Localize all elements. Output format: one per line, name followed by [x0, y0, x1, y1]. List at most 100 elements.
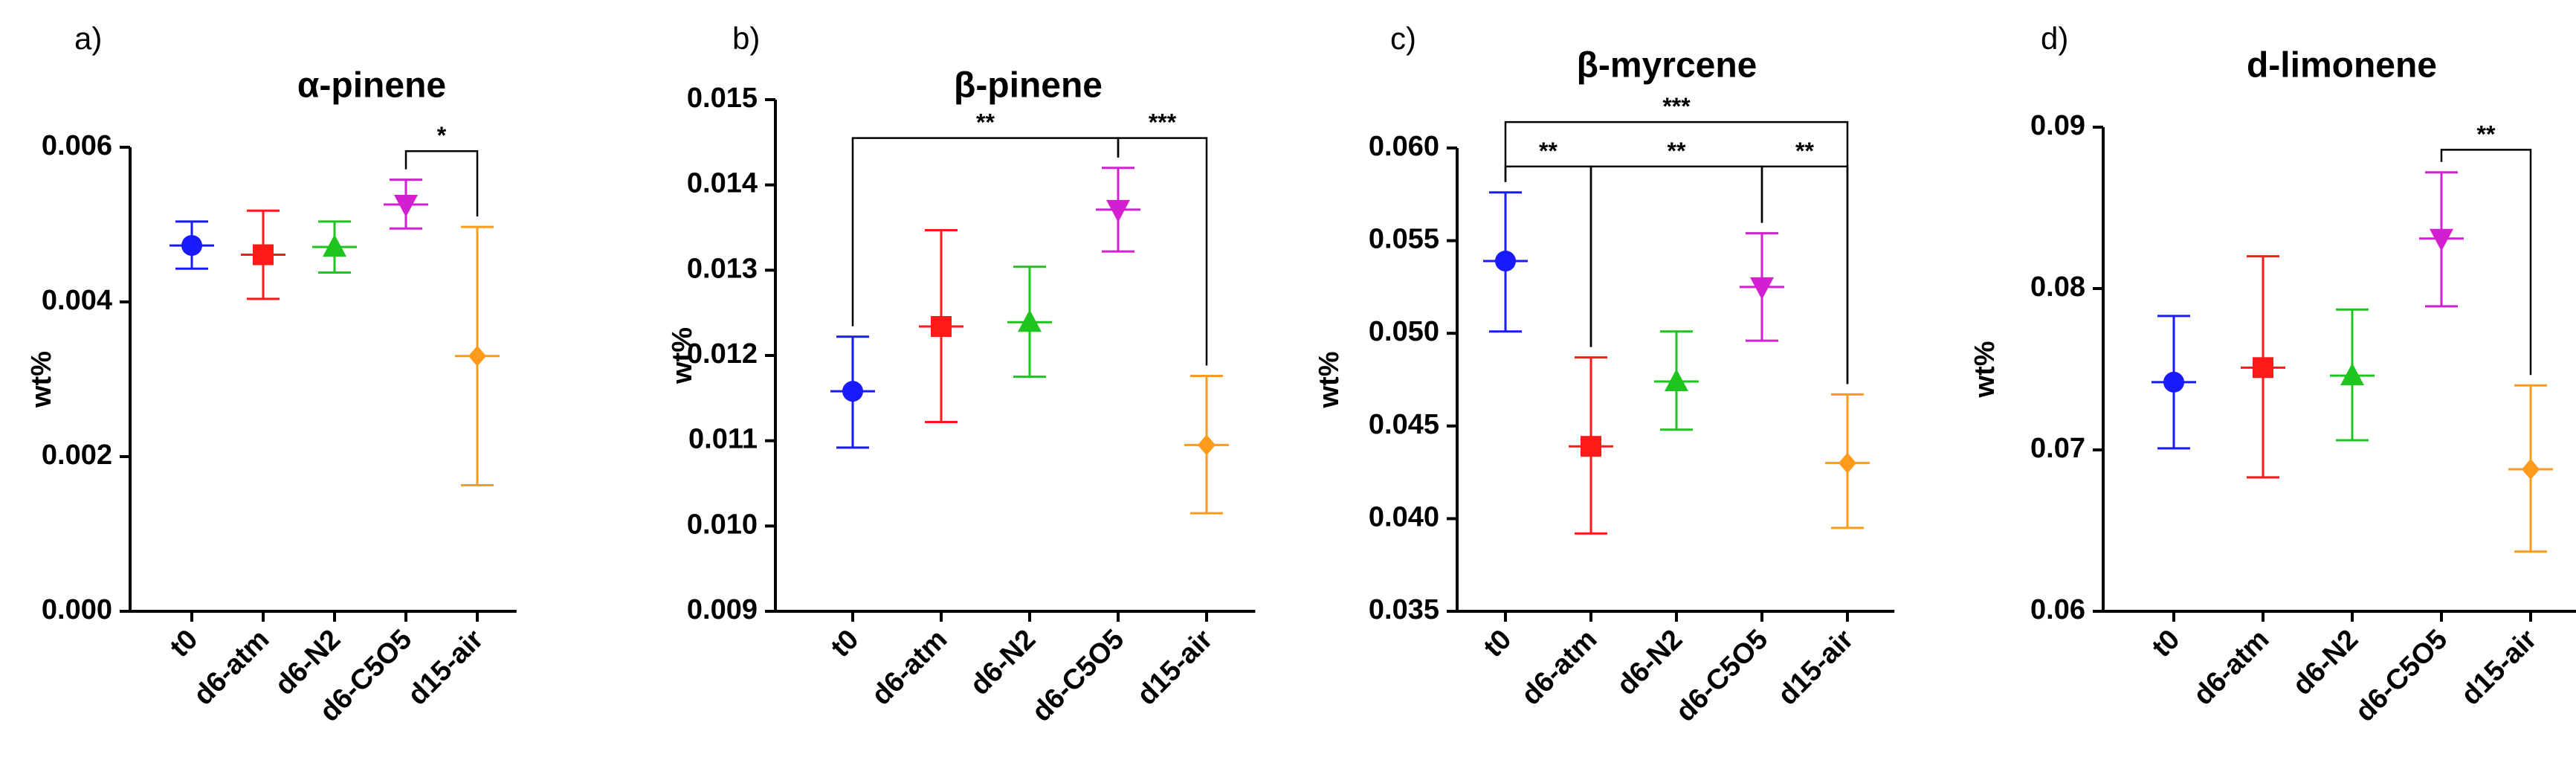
- y-tick-label: 0.06: [2030, 594, 2085, 625]
- x-tick-label: d6-C5O5: [2349, 624, 2453, 728]
- panel-letter: c): [1390, 21, 1416, 56]
- error-bar-group: [919, 228, 963, 423]
- bracket-line: [1589, 165, 1763, 347]
- data-point-3: [394, 194, 418, 217]
- y-tick-label: 0.035: [1369, 594, 1439, 625]
- y-tick-label: 0.004: [42, 285, 112, 316]
- significance-label: **: [1539, 138, 1557, 164]
- y-tick-label: 0.011: [688, 424, 758, 455]
- y-tick-label: 0.012: [687, 338, 758, 370]
- y-tick-label: 0.000: [42, 594, 112, 625]
- chart-title: α-pinene: [297, 66, 446, 106]
- chart-title: β-pinene: [954, 66, 1103, 106]
- chart-title: β-myrcene: [1577, 46, 1757, 86]
- error-bar-group: [1825, 393, 1870, 529]
- data-point-0: [2163, 371, 2184, 393]
- error-bar-group: [1654, 330, 1699, 431]
- data-point-3: [1106, 199, 1130, 222]
- significance-label: **: [2477, 120, 2496, 147]
- error-bar-group: [1569, 356, 1613, 535]
- panel-letter: a): [74, 21, 102, 56]
- data-point-2: [1665, 368, 1688, 391]
- panel-letter: d): [2041, 21, 2068, 56]
- y-tick-label: 0.07: [2030, 433, 2085, 464]
- bracket-line: [1504, 165, 1592, 347]
- bracket-line: [1760, 165, 1849, 384]
- data-point-2: [323, 234, 346, 257]
- y-tick-label: 0.045: [1369, 409, 1439, 440]
- x-tick-label: d15-air: [1772, 624, 1860, 712]
- data-point-2: [1018, 309, 1042, 332]
- y-axis-label: wt%: [1314, 352, 1345, 409]
- y-tick-label: 0.015: [687, 83, 758, 114]
- y-tick-label: 0.08: [2030, 271, 2085, 303]
- error-bar-group: [312, 220, 357, 274]
- error-bar-group: [2419, 171, 2464, 308]
- error-bar-group: [2508, 384, 2553, 553]
- data-point-4: [468, 345, 486, 367]
- x-tick-label: d6-atm: [866, 624, 954, 712]
- data-point-1: [253, 244, 274, 265]
- x-tick-label: t0: [164, 624, 204, 664]
- error-bar-group: [830, 335, 875, 449]
- y-tick-label: 0.055: [1369, 224, 1439, 255]
- chart-title: d-limonene: [2247, 46, 2437, 86]
- error-bar-group: [2330, 308, 2375, 442]
- bracket-line: [2440, 149, 2532, 376]
- x-tick-label: t0: [2146, 624, 2186, 664]
- significance-label: *: [437, 122, 447, 149]
- significance-label: **: [1668, 138, 1686, 164]
- significance-label: **: [976, 109, 995, 136]
- significance-label: **: [1795, 138, 1814, 164]
- x-tick-label: d6-atm: [188, 624, 276, 712]
- y-tick-label: 0.002: [42, 440, 112, 471]
- y-tick-label: 0.013: [687, 253, 758, 284]
- significance-bracket: **: [1589, 138, 1763, 347]
- data-point-2: [2340, 363, 2364, 386]
- x-tick-label: d15-air: [2456, 624, 2543, 712]
- data-point-1: [2253, 357, 2273, 379]
- x-tick-label: d15-air: [1132, 624, 1219, 712]
- data-point-1: [1581, 436, 1601, 457]
- data-point-0: [842, 381, 863, 402]
- x-tick-label: d6-N2: [2287, 624, 2364, 701]
- error-bar-group: [170, 220, 214, 270]
- data-point-4: [1839, 452, 1856, 474]
- data-point-3: [1750, 277, 1774, 300]
- error-bar-group: [1007, 265, 1052, 379]
- x-tick-label: t0: [1478, 624, 1518, 664]
- bracket-line: [1117, 137, 1208, 366]
- y-tick-label: 0.09: [2030, 110, 2085, 141]
- data-point-4: [2522, 459, 2540, 480]
- error-bar-group: [2241, 255, 2285, 479]
- x-tick-label: d6-atm: [2188, 624, 2276, 712]
- significance-bracket: **: [851, 109, 1120, 326]
- significance-label: ***: [1662, 93, 1691, 120]
- data-point-0: [1495, 251, 1516, 272]
- x-tick-label: d6-atm: [1516, 624, 1604, 712]
- error-bar-group: [1096, 167, 1140, 253]
- x-tick-label: d15-air: [402, 624, 490, 712]
- y-tick-label: 0.006: [42, 130, 112, 161]
- y-tick-label: 0.010: [687, 509, 758, 540]
- error-bar-group: [1184, 375, 1229, 515]
- data-point-4: [1198, 434, 1216, 456]
- x-tick-label: t0: [825, 624, 865, 664]
- significance-label: ***: [1149, 109, 1177, 136]
- x-tick-label: d6-N2: [1611, 624, 1688, 701]
- y-tick-label: 0.014: [687, 168, 758, 199]
- y-tick-label: 0.040: [1369, 501, 1439, 532]
- y-tick-label: 0.060: [1369, 131, 1439, 162]
- significance-bracket: **: [1760, 138, 1849, 384]
- bracket-line: [851, 137, 1120, 326]
- y-tick-label: 0.050: [1369, 316, 1439, 347]
- data-point-3: [2430, 228, 2453, 251]
- y-axis-label: wt%: [667, 327, 698, 384]
- x-tick-label: d6-C5O5: [1670, 624, 1774, 728]
- y-tick-label: 0.009: [687, 594, 758, 625]
- error-bar-group: [384, 178, 428, 230]
- error-bar-group: [455, 225, 500, 486]
- panel-letter: b): [732, 21, 760, 56]
